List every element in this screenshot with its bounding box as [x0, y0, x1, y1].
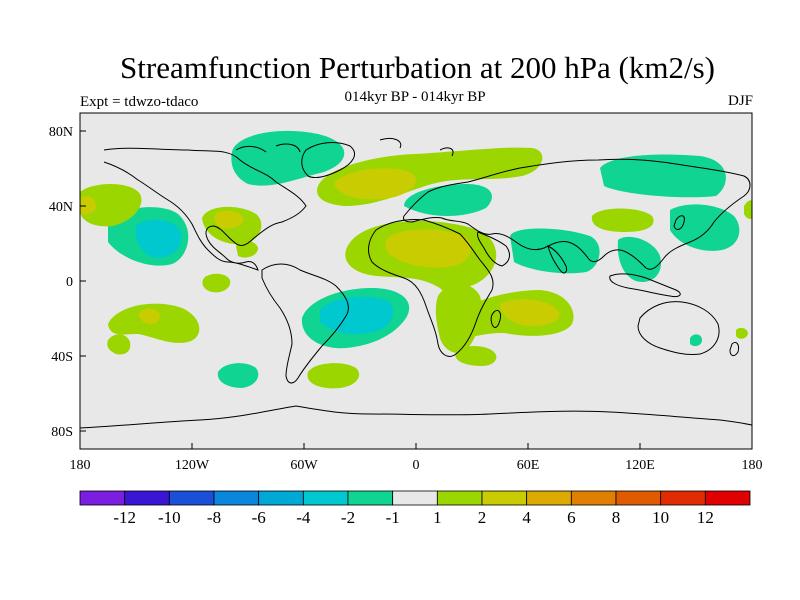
colorbar-label: -6	[252, 508, 266, 527]
y-tick-label: 0	[66, 275, 73, 290]
contour-pos-atlantic-core	[334, 168, 417, 200]
contour-neg-west-pacific	[670, 204, 740, 251]
colorbar-swatch	[392, 490, 438, 506]
contour-pos-mozambique	[455, 346, 497, 366]
coast-arctic-islands	[235, 137, 454, 157]
plot-title: Streamfunction Perturbation at 200 hPa (…	[120, 50, 715, 85]
contour-pos-tasman	[736, 327, 748, 339]
colorbar-swatch	[481, 490, 528, 506]
colorbar-swatch	[302, 490, 349, 506]
colorbar-swatch	[570, 490, 617, 506]
coast-africa	[368, 219, 494, 357]
contour-neg-south-pacific	[217, 363, 259, 388]
colorbar-label: -2	[341, 508, 355, 527]
contour-neg-indonesia	[617, 236, 662, 282]
colorbar-label: 4	[522, 508, 531, 527]
y-tick-label: 80N	[49, 125, 73, 140]
x-tick-label: 0	[413, 458, 420, 473]
coast-india	[547, 245, 567, 274]
contour-pos-indian-ocean-core	[500, 299, 560, 326]
coast-greenland	[301, 142, 355, 179]
colorbar-label: -8	[207, 508, 221, 527]
contour-neg-north-pacific-core	[135, 219, 182, 258]
x-tick-label: 60E	[517, 458, 540, 473]
coast-arabia	[477, 231, 510, 267]
colorbar-label: -10	[158, 508, 181, 527]
x-tick-label: 180	[742, 458, 763, 473]
colorbar-label: 8	[612, 508, 621, 527]
colorbar-label: 6	[567, 508, 576, 527]
coast-north-america	[103, 147, 307, 271]
contour-pos-east-pacific-core	[138, 308, 160, 324]
colorbar-label: -12	[113, 508, 136, 527]
contour-pos-dateline-north	[80, 184, 142, 227]
x-tick-labels: 180 120W 60W 0 60E 120E 180	[70, 458, 763, 473]
contour-pos-africa-core	[385, 229, 472, 268]
contour-pos-central-pacific	[202, 273, 231, 293]
colorbar-swatch	[660, 490, 706, 506]
colorbar-swatch	[347, 490, 394, 506]
y-tick-label: 40N	[49, 200, 73, 215]
contour-neg-south-atlantic	[690, 334, 702, 347]
contour-neg-north-pacific-west	[600, 154, 726, 198]
coastlines	[80, 137, 752, 429]
x-tick-label: 120E	[625, 458, 655, 473]
colorbar-label: 1	[433, 508, 442, 527]
contour-pos-dateline-north-core	[80, 196, 96, 215]
colorbar-labels: -12 -10 -8 -6 -4 -2 -1 1 2 4 6 8 10 12	[113, 508, 714, 527]
contour-pos-east-edge	[744, 200, 752, 219]
season-label: DJF	[727, 93, 753, 109]
coast-indonesia	[609, 273, 681, 297]
coast-australia	[637, 301, 720, 355]
x-tick-label: 180	[70, 458, 91, 473]
contour-pos-north-america-core	[214, 210, 244, 229]
contour-fills	[80, 130, 752, 389]
colorbar-swatch	[526, 490, 572, 506]
contour-pos-south-atlantic	[307, 363, 360, 389]
colorbar-label: 2	[478, 508, 487, 527]
coast-japan	[673, 215, 685, 230]
colorbar-swatch	[258, 490, 304, 506]
contour-neg-eurasia	[404, 184, 492, 216]
colorbar-label: 10	[652, 508, 669, 527]
contour-pos-south-pacific-west	[107, 334, 131, 355]
coast-new-zealand	[729, 341, 739, 357]
y-tick-label: 40S	[51, 350, 73, 365]
coast-madagascar	[490, 309, 501, 328]
x-tick-label: 60W	[290, 458, 318, 473]
colorbar-swatch	[79, 490, 126, 506]
colorbar-swatch	[124, 490, 170, 506]
y-tick-labels: 80N 40N 0 40S 80S	[49, 125, 73, 440]
coast-antarctica	[80, 405, 752, 429]
colorbar-swatch	[213, 490, 260, 506]
colorbar-label: -4	[296, 508, 311, 527]
experiment-label: Expt = tdwzo-tdaco	[80, 94, 199, 110]
colorbar-swatch	[615, 490, 662, 506]
plot-subtitle: 014kyr BP - 014kyr BP	[344, 89, 486, 105]
x-tick-label: 120W	[175, 458, 210, 473]
colorbar-label: -1	[386, 508, 400, 527]
colorbar-swatch	[168, 490, 215, 506]
coast-south-america	[261, 263, 349, 384]
colorbar-label: 12	[697, 508, 714, 527]
axis-ticks	[79, 130, 753, 449]
contour-neg-south-america-core	[320, 296, 394, 335]
colorbar-swatch	[704, 490, 751, 506]
coast-eurasia	[403, 158, 751, 270]
contour-pos-asia	[591, 208, 654, 232]
colorbar	[79, 490, 751, 506]
colorbar-swatch	[436, 490, 483, 506]
y-tick-label: 80S	[51, 425, 73, 440]
